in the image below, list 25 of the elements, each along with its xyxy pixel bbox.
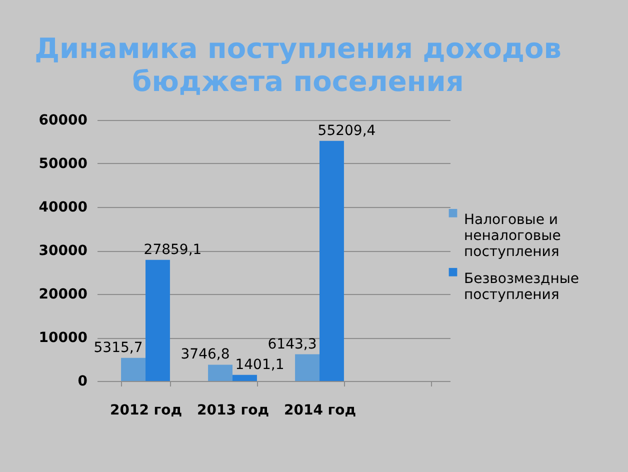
x-tick-label: 2012 год <box>110 402 182 418</box>
data-label: 6143,3 <box>268 336 317 352</box>
y-tick-label: 20000 <box>38 286 88 302</box>
data-label: 1401,1 <box>235 356 284 373</box>
data-label: 5315,7 <box>94 340 143 356</box>
data-label: 3746,8 <box>180 346 230 363</box>
bar <box>320 140 344 381</box>
bar <box>208 364 232 381</box>
bar <box>146 260 170 381</box>
bar <box>121 358 146 381</box>
y-tick-label: 40000 <box>38 200 88 216</box>
y-tick-label: 50000 <box>38 156 88 172</box>
legend-label: Налоговые и неналоговые поступления <box>464 212 561 260</box>
y-tick-label: 0 <box>78 374 88 390</box>
data-label: 55209,4 <box>318 122 376 139</box>
y-tick-label: 10000 <box>38 330 88 346</box>
legend-label: Безвозмездные поступления <box>464 271 580 304</box>
x-tick-label: 2013 год <box>196 402 270 418</box>
x-tick-label: 2014 год <box>284 402 356 418</box>
y-tick-label: 60000 <box>38 112 88 128</box>
bar <box>232 374 257 381</box>
bar <box>295 354 320 381</box>
y-tick-label: 30000 <box>38 243 88 259</box>
chart-title: Динамика поступления доходов бюджета поселения <box>34 32 562 98</box>
data-label: 27859,1 <box>144 242 202 258</box>
